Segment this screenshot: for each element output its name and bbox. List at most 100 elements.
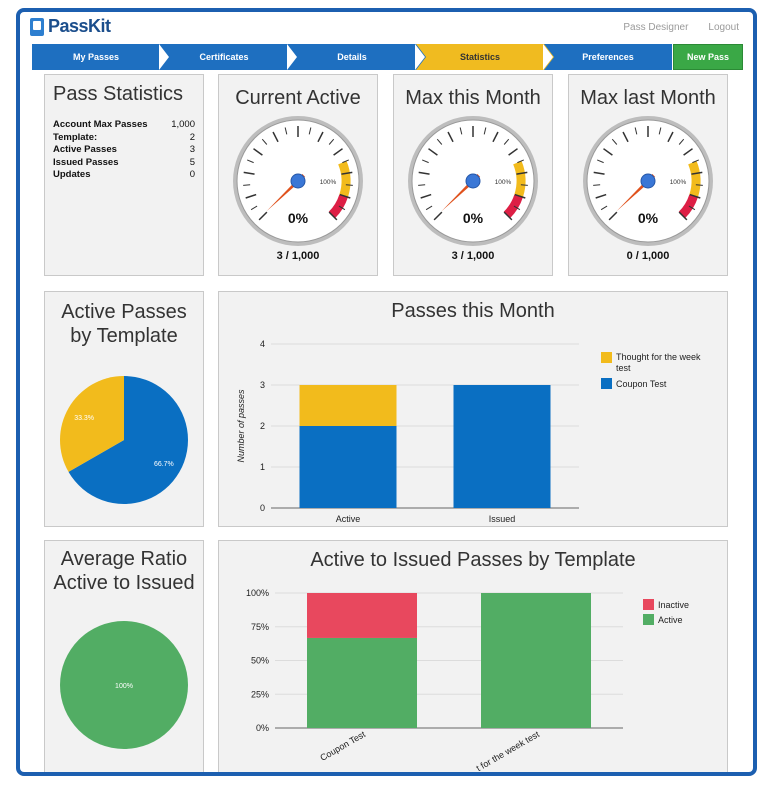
gauge-scale-label: 100% [495,179,512,186]
stat-value: 5 [189,156,195,168]
legend-swatch [601,352,612,363]
stat-row: Account Max Passes 1,000 [53,119,195,132]
logout-link[interactable]: Logout [708,22,739,33]
nav-step-label: Certificates [199,52,249,62]
pass-statistics-panel: Pass Statistics Account Max Passes 1,000 … [44,74,204,276]
gauge-tick [514,193,526,199]
gauge-tick [695,184,703,186]
gauge-tick [658,127,662,135]
nav-step-my-passes[interactable]: My Passes [32,44,170,70]
y-axis-label: Number of passes [236,389,246,463]
gauge-tick [284,127,288,135]
header: PassKit Pass Designer Logout [20,12,753,44]
nav-step-statistics[interactable]: Statistics [416,44,554,70]
gauge-tick [418,184,426,186]
new-pass-button[interactable]: New Pass [673,44,743,70]
gauge-scale-label: 100% [670,179,687,186]
gauge-tick [421,159,429,164]
passkit-logo-icon [30,17,44,36]
nav-step-preferences[interactable]: Preferences [544,44,672,70]
gauge-caption: 3 / 1,000 [452,250,495,262]
stat-label: Issued Passes [53,156,119,168]
gauge-tick [341,171,353,175]
gauge-tick [678,211,688,221]
stat-row: Updates 0 [53,169,195,182]
active-to-issued-chart: 0% 25% 50% 75% 100% Coupon Test t for the week… [246,588,689,772]
pass-statistics-title: Pass Statistics [53,83,184,105]
gauge-tick [338,205,346,211]
gauge-tick [634,127,638,135]
y-tick-label: 25% [251,689,269,699]
gauge-tick [436,138,443,145]
app-frame: PassKit Pass Designer Logout My Passes C… [16,8,757,776]
gauge-hub [290,173,306,189]
max-this-month-gauge: Max this Month 100% 0% 3 / 1,000 [405,87,541,262]
gauge-tick [691,171,703,175]
chevron-right-icon [543,44,554,70]
gauge-tick [688,205,696,211]
average-ratio-pie: 100% [60,621,188,749]
gauge-hub [640,173,656,189]
stat-label: Account Max Passes [53,119,148,130]
nav-step-certificates[interactable]: Certificates [160,44,298,70]
gauge-tick [342,159,350,164]
gauge-tick [246,159,254,164]
logo-text: PassKit [48,16,111,36]
gauge-tick [459,127,463,135]
gauge-tick [503,211,513,221]
gauge-tick [692,159,700,164]
gauge-tick [308,127,312,135]
gauge-tick [428,148,438,156]
x-tick-label: Coupon Test [318,729,367,763]
y-tick-label: 1 [260,462,265,472]
chevron-right-icon [287,44,298,70]
gauge-tick [593,184,601,186]
gauge-title: Current Active [235,87,361,109]
active-to-issued-title: Active to Issued Passes by Template [310,549,636,571]
stat-value: 1,000 [171,119,195,130]
legend-swatch [643,599,654,610]
gauge-tick [483,127,487,135]
average-ratio-title-2: Active to Issued [53,572,195,594]
stat-row: Template: 2 [53,132,195,145]
gauge-tick [678,138,685,145]
gauge-tick [520,184,528,186]
gauge-tick [272,131,279,143]
active-by-template-title-2: by Template [70,325,178,347]
gauge-caption: 3 / 1,000 [277,250,320,262]
pie-slice [60,621,188,749]
gauge-tick [503,138,510,145]
pie-slice [59,376,124,472]
gauge-tick [508,148,518,156]
pass-designer-link[interactable]: Pass Designer [623,22,689,33]
gauge-tick [593,171,605,175]
gauge-tick [243,171,255,175]
gauge-tick [611,138,618,145]
legend-label: Coupon Test [616,379,667,389]
gauge-tick [603,148,613,156]
bar-segment [481,593,591,728]
active-by-template-pie: 66.7% 33.3% [59,376,188,504]
y-tick-label: 3 [260,380,265,390]
x-tick-label: Active [336,514,361,524]
stat-list: Account Max Passes 1,000 Template: 2 Activ… [53,119,195,182]
chevron-right-icon [415,44,426,70]
stat-label: Active Passes [53,144,117,155]
max-this-month-panel: Max this Month 100% 0% 3 / 1,000 [393,74,553,276]
gauge-tick [245,193,257,199]
gauge-tick [667,131,674,143]
passes-this-month-title: Passes this Month [391,300,555,322]
nav-step-details[interactable]: Details [288,44,426,70]
gauge-tick [317,131,324,143]
active-by-template-title-1: Active Passes [61,301,187,323]
logo[interactable]: PassKit [30,16,111,37]
gauge-tick [333,148,343,156]
pie-slice-label: 66.7% [154,461,174,468]
gauge-tick [608,211,618,221]
gauge-percent: 0% [288,210,309,226]
gauge-percent: 0% [463,210,484,226]
legend-swatch [601,378,612,389]
gauge-tick [622,131,629,143]
gauge-tick [253,148,263,156]
average-ratio-panel: Average Ratio Active to Issued 100% [44,540,204,772]
